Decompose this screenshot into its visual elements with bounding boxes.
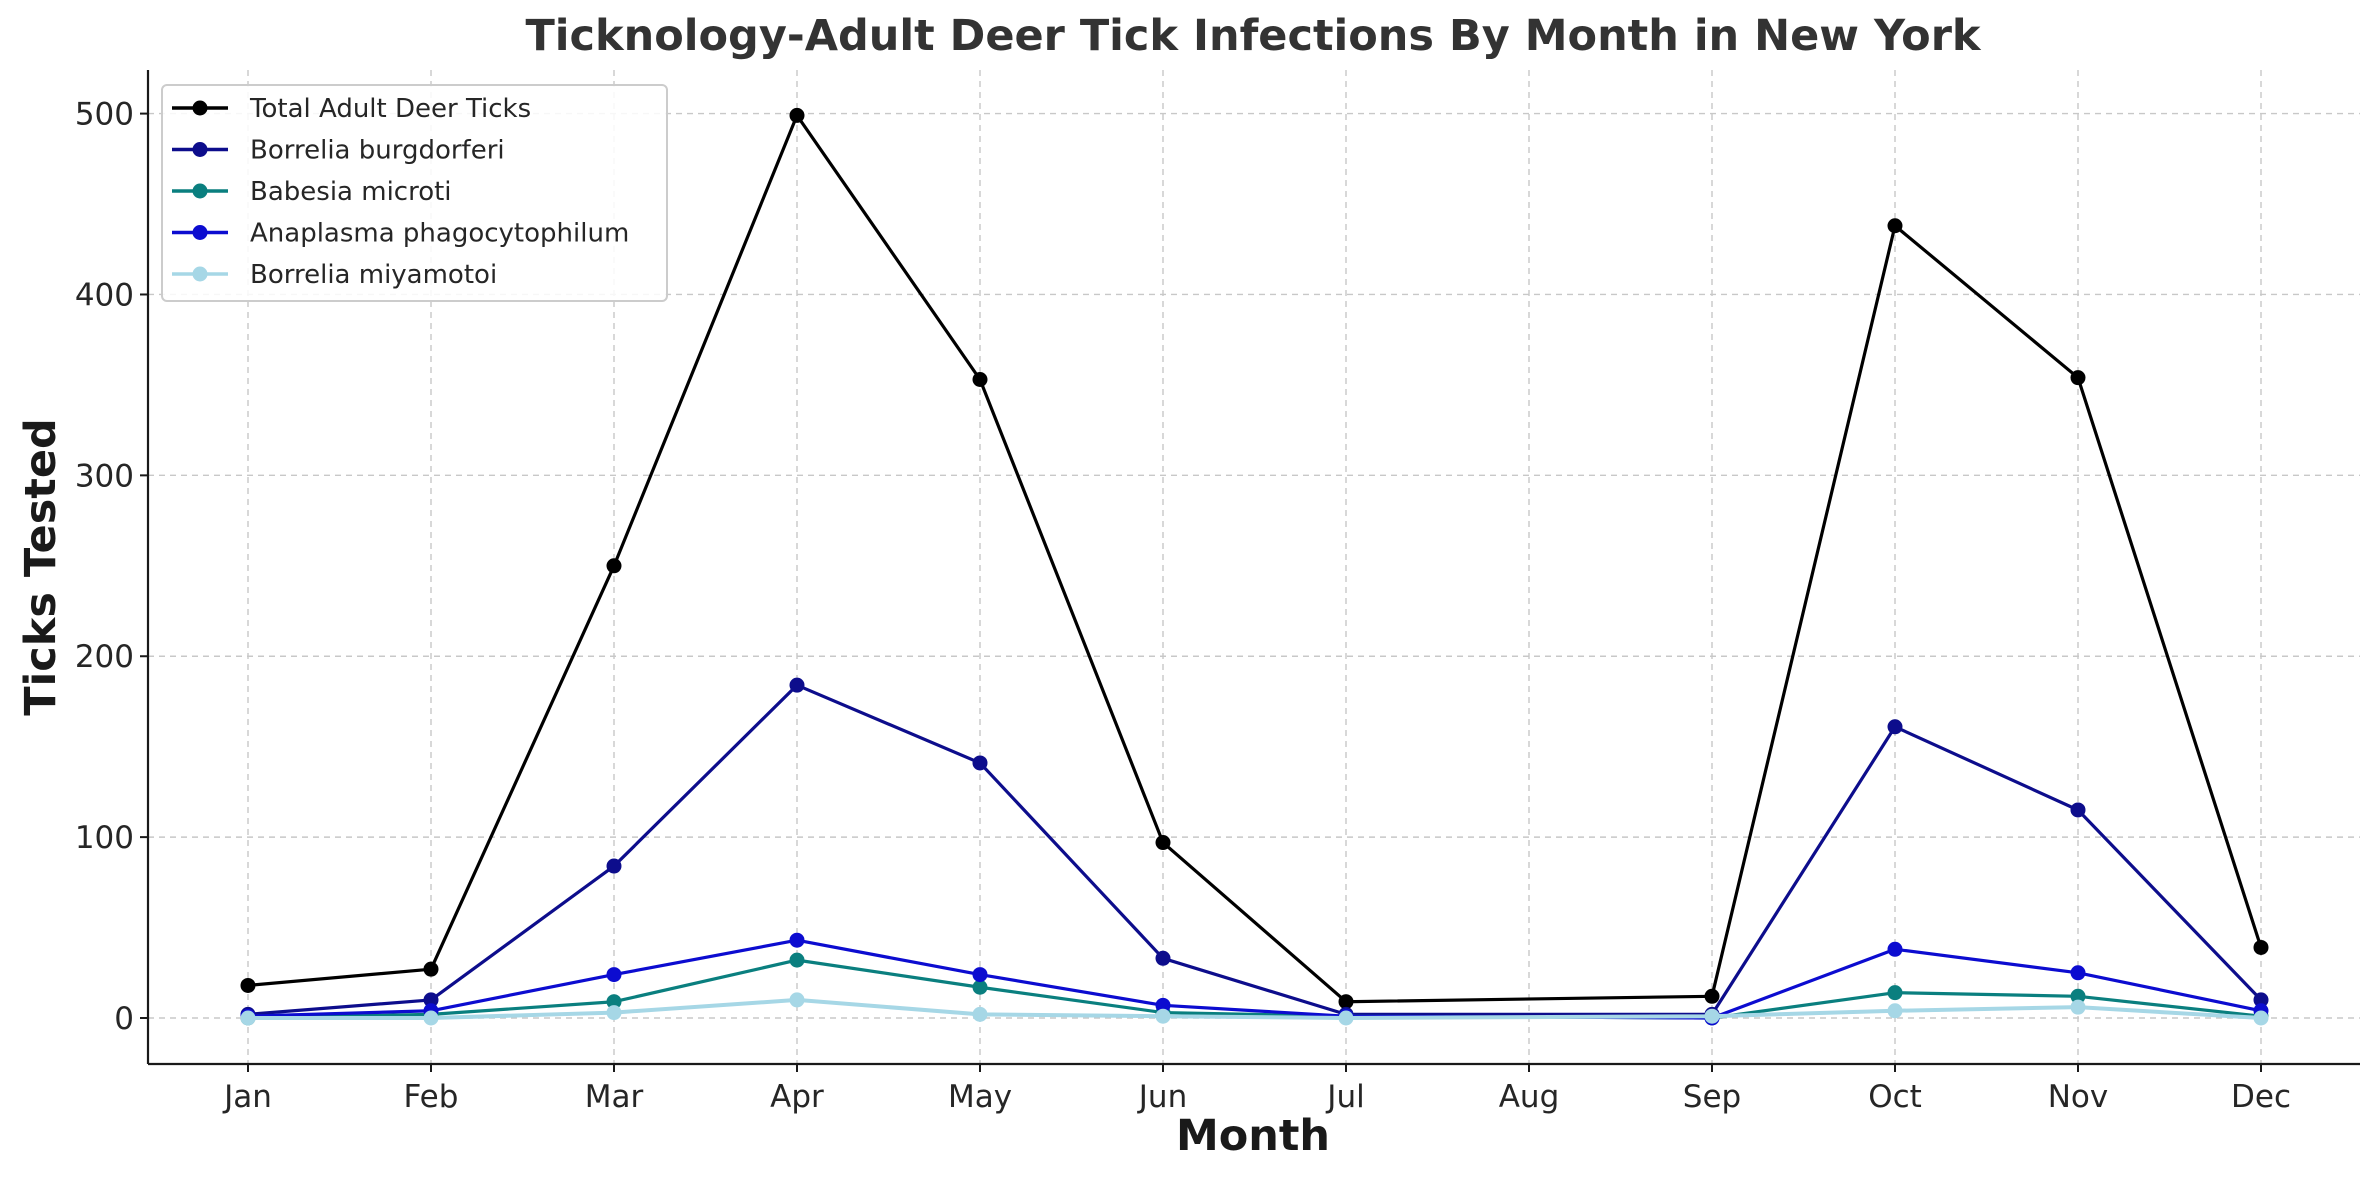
series-line [248, 997, 2262, 1020]
x-tick-label: Dec [2231, 1079, 2291, 1115]
series-layer [240, 107, 2269, 1026]
series-line [247, 683, 2263, 1016]
legend: Total Adult Deer Ticks Borrelia burgdorfe… [161, 84, 668, 302]
legend-entry: Anaplasma phagocytophilum [172, 219, 629, 249]
data-point [789, 932, 805, 948]
data-point [423, 961, 439, 977]
y-axis-title: Ticks Tested [16, 418, 66, 716]
series-borrelia-miyamotoi [240, 992, 2269, 1026]
data-point [972, 1006, 988, 1022]
x-tick-label: Mar [585, 1079, 644, 1115]
legend-label: Borrelia miyamotoi [250, 260, 497, 290]
data-point [2070, 965, 2086, 981]
series-anaplasma-phagocytophilum [240, 932, 2269, 1026]
x-tick-label: May [948, 1079, 1012, 1115]
x-tick-label: Sep [1683, 1079, 1741, 1115]
data-point [972, 371, 988, 387]
legend-entry: Borrelia miyamotoi [172, 260, 497, 290]
data-point [606, 558, 622, 574]
y-tick-label: 0 [114, 1001, 134, 1037]
y-tick-label: 300 [75, 458, 134, 494]
data-point [606, 967, 622, 983]
x-axis-title: Month [1176, 1111, 1330, 1161]
legend-marker [192, 183, 208, 199]
x-tick-label: Jul [1325, 1079, 1364, 1115]
legend-entry: Total Adult Deer Ticks [172, 94, 531, 124]
legend-label: Borrelia burgdorferi [250, 136, 505, 166]
x-tick-label: Nov [2048, 1079, 2109, 1115]
data-point [2253, 992, 2269, 1008]
x-tick-label: Jun [1137, 1079, 1187, 1115]
data-point [789, 952, 805, 968]
series-total-adult-deer-ticks [240, 107, 2269, 1010]
legend-entry: Babesia microti [172, 177, 452, 207]
legend-marker [192, 266, 208, 282]
data-point [1887, 1003, 1903, 1019]
legend-label: Anaplasma phagocytophilum [250, 219, 629, 249]
chart-title: Ticknology-Adult Deer Tick Infections By… [525, 11, 1981, 61]
x-tick-label: Apr [770, 1079, 824, 1115]
x-tick-label: Feb [404, 1079, 459, 1115]
legend-entry: Borrelia burgdorferi [172, 136, 505, 166]
data-point [972, 967, 988, 983]
data-point [972, 979, 988, 995]
series-borrelia-burgdorferi [240, 677, 2269, 1022]
legend-label: Total Adult Deer Ticks [249, 94, 531, 124]
data-point [1887, 719, 1903, 735]
data-point [2070, 802, 2086, 818]
data-point [2070, 370, 2086, 386]
x-tick-label: Oct [1868, 1079, 1922, 1115]
tick-labels: Jan Feb Mar Apr May Jun Jul Aug Sep Oct Nov Dec 0 100… [75, 97, 2291, 1115]
axes [140, 70, 2360, 1072]
data-point [606, 1005, 622, 1021]
data-point [1887, 985, 1903, 1001]
y-tick-label: 200 [75, 639, 134, 675]
data-point [2070, 999, 2086, 1015]
data-point [2070, 988, 2086, 1004]
data-point [2253, 939, 2269, 955]
legend-marker [192, 225, 208, 240]
data-point [1155, 950, 1171, 966]
data-point [1155, 997, 1171, 1013]
y-tick-label: 400 [75, 277, 134, 313]
x-tick-label: Jan [222, 1079, 272, 1115]
y-tick-label: 100 [75, 820, 134, 856]
y-tick-label: 500 [75, 97, 134, 133]
data-point [2253, 1010, 2269, 1026]
data-point [789, 992, 805, 1008]
data-point [1704, 988, 1720, 1004]
data-point [789, 677, 805, 693]
data-point [1338, 994, 1354, 1010]
data-point [972, 755, 988, 771]
data-point [1155, 1008, 1171, 1024]
data-point [789, 107, 805, 123]
data-point [1704, 1008, 1720, 1024]
legend-marker [192, 100, 208, 116]
legend-marker [192, 142, 208, 157]
data-point [606, 858, 622, 874]
data-point [423, 1010, 439, 1026]
x-tick-label: Aug [1499, 1079, 1560, 1115]
data-point [1887, 941, 1903, 957]
data-point [1155, 835, 1171, 851]
data-point [1338, 1010, 1354, 1026]
data-point [240, 1010, 256, 1026]
legend-label: Babesia microti [250, 177, 452, 207]
data-point [606, 994, 622, 1010]
data-point [1887, 218, 1903, 234]
legend-box [161, 84, 668, 302]
data-point [423, 992, 439, 1008]
data-point [240, 977, 256, 993]
